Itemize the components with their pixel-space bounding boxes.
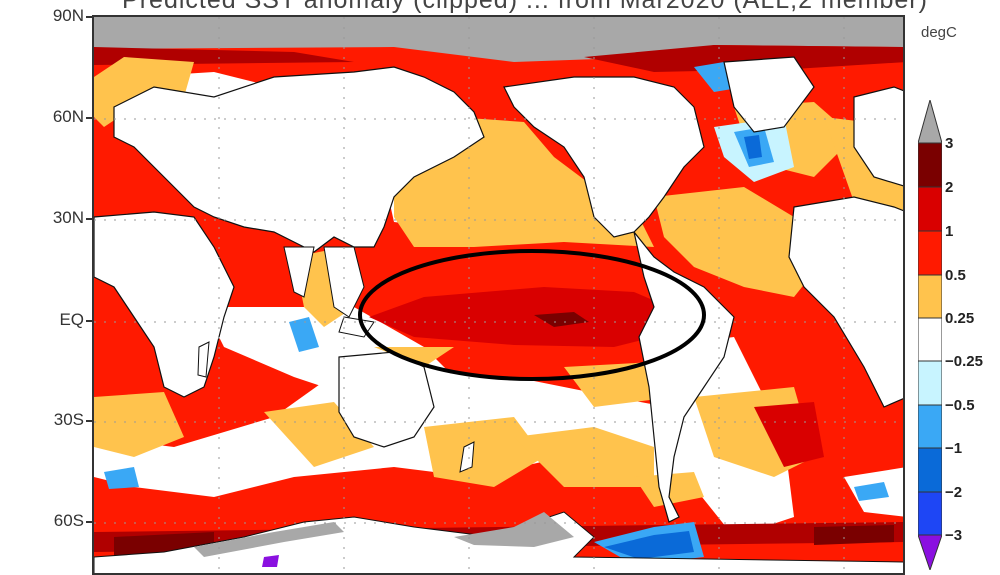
colorbar-label: −1 — [945, 440, 963, 457]
colorbar-label: 1 — [945, 223, 954, 240]
ytick — [86, 16, 92, 18]
ytick — [86, 420, 92, 422]
colorbar-label: −3 — [945, 527, 963, 544]
colorbar — [917, 98, 943, 575]
ytick-label-eq: EQ — [59, 310, 84, 329]
nino-annotation-ellipse — [358, 249, 706, 381]
ytick — [86, 117, 92, 119]
colorbar-label: 0.25 — [945, 310, 975, 327]
map-canvas — [94, 17, 903, 573]
colorbar-label: −0.25 — [945, 353, 983, 370]
colorbar-swatches — [917, 98, 943, 572]
colorbar-label: 3 — [945, 135, 954, 152]
colorbar-unit-label: degC — [921, 24, 957, 41]
ytick — [86, 521, 92, 523]
colorbar-label: −2 — [945, 484, 963, 501]
ytick-label-30n: 30N — [52, 208, 84, 227]
colorbar-label: 0.5 — [945, 267, 966, 284]
ytick-label-90n: 90N — [52, 6, 84, 25]
ytick-label-60n: 60N — [52, 107, 84, 126]
ytick — [86, 320, 92, 322]
chart-title: Predicted SST anomaly (clipped) ... from… — [122, 0, 928, 14]
colorbar-label: −0.5 — [945, 397, 975, 414]
sst-anomaly-map — [92, 15, 905, 575]
ytick-label-30s: 30S — [53, 410, 84, 429]
ytick-label-60s: 60S — [53, 511, 84, 530]
colorbar-label: 2 — [945, 179, 954, 196]
ytick — [86, 218, 92, 220]
